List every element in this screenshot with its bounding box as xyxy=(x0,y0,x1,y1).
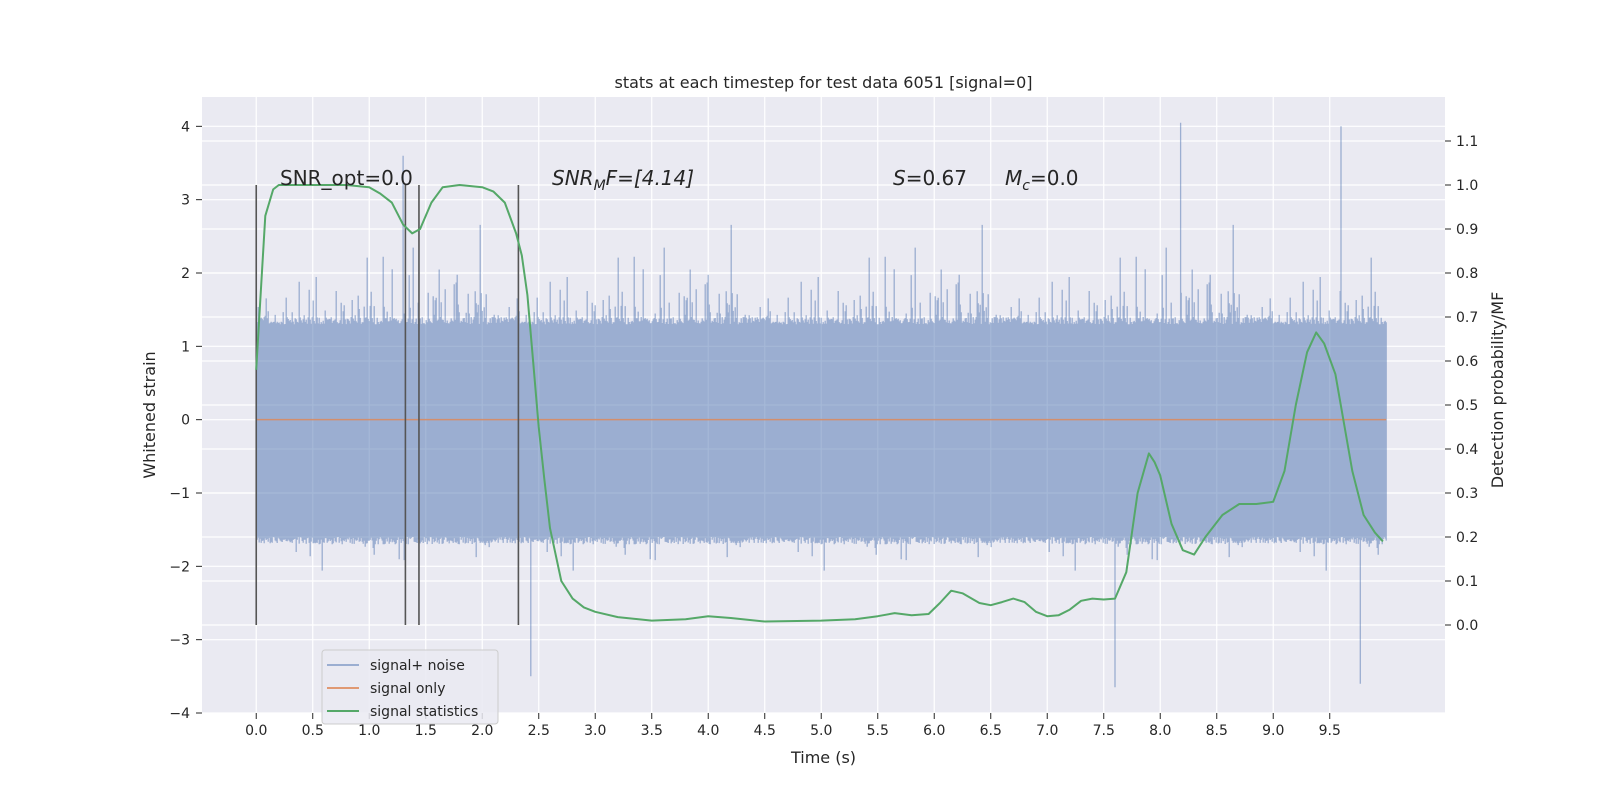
annotation-mc: Mc=0.0 xyxy=(1005,166,1079,194)
x-tick-label-11: 5.5 xyxy=(867,723,889,739)
x-tick-label-0: 0.0 xyxy=(245,723,267,739)
annotation-mc-value: =0.0 xyxy=(1030,166,1079,190)
annotation-snr-mf: SNRMF=[4.14] xyxy=(552,166,694,194)
y-right-tick-label-5: 0.6 xyxy=(1456,354,1478,370)
x-tick-label-8: 4.0 xyxy=(697,723,719,739)
x-tick-label-4: 2.0 xyxy=(471,723,493,739)
y-axis-label: Whitened strain xyxy=(140,351,159,478)
x-tick-label-9: 4.5 xyxy=(754,723,776,739)
annotation-snr-opt: SNR_opt=0.0 xyxy=(280,166,413,190)
x-tick-label-3: 1.5 xyxy=(415,723,437,739)
series-signal-statistics-line xyxy=(255,184,1384,623)
legend-label-signal-noise: signal+ noise xyxy=(370,658,465,674)
y-right-tick-label-4: 0.7 xyxy=(1456,310,1478,326)
y-right-tick-label-7: 0.4 xyxy=(1456,442,1478,458)
series-overlay xyxy=(255,184,1387,625)
y-tick-label-1: 3 xyxy=(181,193,190,209)
x-tick-label-13: 6.5 xyxy=(980,723,1002,739)
x-tick-label-7: 3.5 xyxy=(641,723,663,739)
x-tick-label-12: 6.0 xyxy=(923,723,945,739)
y-right-tick-label-10: 0.1 xyxy=(1456,574,1478,590)
y-tick-label-5: −1 xyxy=(169,486,190,502)
y-tick-label-8: −4 xyxy=(169,706,190,722)
chart-title: stats at each timestep for test data 605… xyxy=(614,73,1032,92)
x-axis-label: Time (s) xyxy=(790,748,856,767)
y-tick-label-2: 2 xyxy=(181,266,190,282)
x-tick-label-5: 2.5 xyxy=(528,723,550,739)
legend-label-signal-only: signal only xyxy=(370,681,445,697)
x-tick-label-17: 8.5 xyxy=(1206,723,1228,739)
y-tick-label-7: −3 xyxy=(169,633,190,649)
y-tick-label-0: 4 xyxy=(181,119,190,135)
legend-label-signal-statistics: signal statistics xyxy=(370,704,478,720)
legend: signal+ noise signal only signal statist… xyxy=(321,649,499,725)
x-tick-label-1: 0.5 xyxy=(302,723,324,739)
x-tick-label-16: 8.0 xyxy=(1149,723,1171,739)
x-tick-label-15: 7.5 xyxy=(1093,723,1115,739)
annotation-s-var: S xyxy=(893,166,906,190)
y-right-tick-label-8: 0.3 xyxy=(1456,486,1478,502)
y-right-tick-label-1: 1.0 xyxy=(1456,178,1478,194)
y-right-tick-label-3: 0.8 xyxy=(1456,266,1478,282)
axes: 0.0 0.5 1.0 1.5 2.0 2.5 3.0 3.5 4.0 4.5 5.0 5.5 6.0 6… xyxy=(169,119,1478,739)
y-right-tick-label-2: 0.9 xyxy=(1456,222,1478,238)
y-right-tick-label-11: 0.0 xyxy=(1456,618,1478,634)
y-right-tick-label-6: 0.5 xyxy=(1456,398,1478,414)
y-right-tick-label-9: 0.2 xyxy=(1456,530,1478,546)
x-tick-label-18: 9.0 xyxy=(1262,723,1284,739)
y-tick-label-3: 1 xyxy=(181,339,190,355)
x-tick-label-10: 5.0 xyxy=(810,723,832,739)
x-tick-label-2: 1.0 xyxy=(358,723,380,739)
annotation-s: S=0.67 xyxy=(893,166,967,190)
x-tick-label-6: 3.0 xyxy=(584,723,606,739)
annotation-snr-mf-main: SNR xyxy=(552,166,594,190)
annotation-snr-mf-tail: F=[4.14] xyxy=(606,166,694,190)
x-tick-label-14: 7.0 xyxy=(1036,723,1058,739)
legend-box xyxy=(321,649,499,725)
y-tick-label-4: 0 xyxy=(181,413,190,429)
y-tick-label-6: −2 xyxy=(169,559,190,575)
annotation-mc-sub: c xyxy=(1022,178,1030,194)
x-tick-label-19: 9.5 xyxy=(1319,723,1341,739)
annotation-snr-mf-sub: M xyxy=(594,178,606,194)
annotation-mc-var: M xyxy=(1005,166,1022,190)
y-right-tick-label-0: 1.1 xyxy=(1456,134,1478,150)
y-axis-right-label: Detection probability/MF xyxy=(1488,292,1507,489)
annotation-s-value: =0.67 xyxy=(906,166,967,190)
